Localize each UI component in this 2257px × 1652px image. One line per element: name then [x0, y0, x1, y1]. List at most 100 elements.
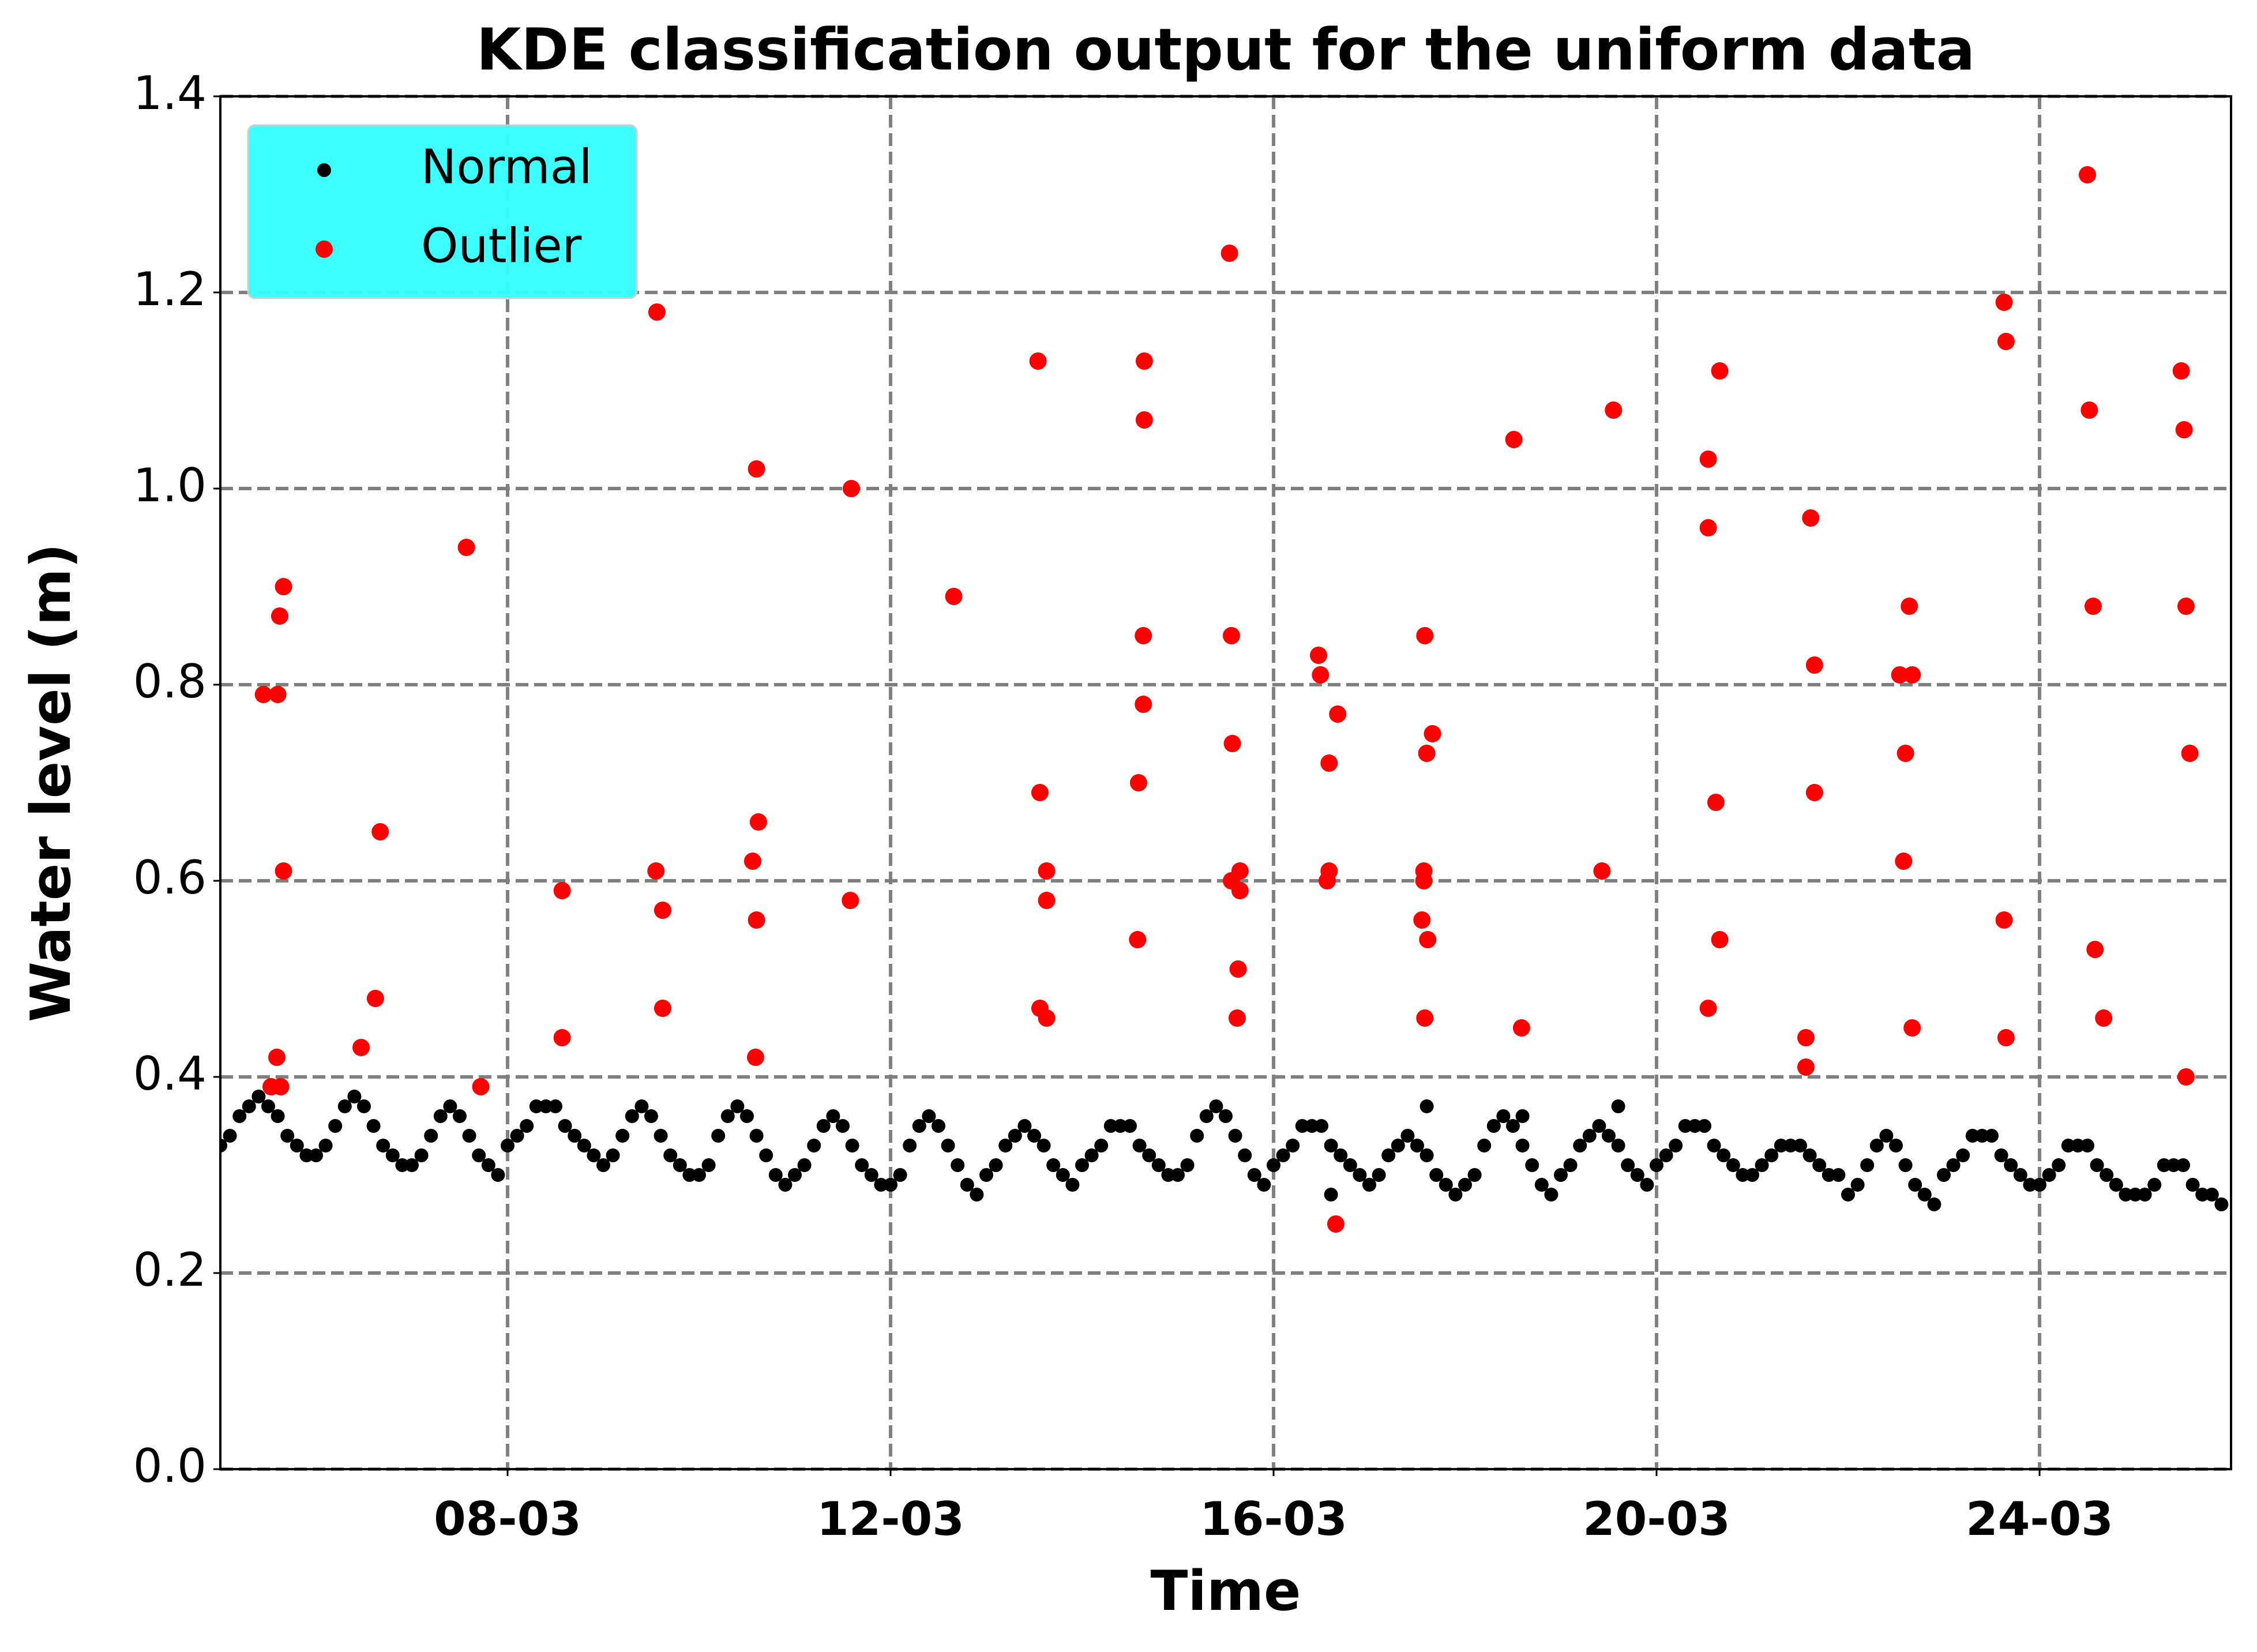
point [2042, 1168, 2056, 1182]
point [558, 1119, 572, 1133]
point [644, 1109, 658, 1123]
point [1711, 362, 1729, 380]
point [1305, 1119, 1319, 1133]
point [242, 1099, 256, 1113]
point [1927, 1197, 1941, 1211]
point [1755, 1158, 1769, 1172]
point [1295, 1119, 1309, 1133]
point [797, 1158, 812, 1172]
point [874, 1178, 888, 1192]
point [1129, 931, 1147, 948]
point [673, 1158, 687, 1172]
point [1717, 1148, 1731, 1162]
point [220, 1139, 227, 1152]
x-axis-label: Time [1151, 1560, 1301, 1623]
point [1640, 1178, 1654, 1192]
point [2095, 1009, 2113, 1027]
point [1889, 1139, 1903, 1152]
point [1257, 1178, 1271, 1192]
point [1745, 1168, 1759, 1182]
point [272, 1078, 290, 1095]
point [1113, 1119, 1128, 1133]
point [615, 1129, 630, 1143]
point [1850, 1178, 1865, 1192]
point [268, 1049, 286, 1066]
point [1416, 627, 1434, 644]
x-tick-label: 24-03 [1966, 1492, 2113, 1546]
point [1381, 1148, 1396, 1162]
chart-title: KDE classification output for the unifor… [476, 16, 1975, 83]
point [1802, 1148, 1817, 1162]
point [1901, 598, 1918, 615]
point [1908, 1178, 1922, 1192]
point [2176, 1158, 2190, 1172]
point [309, 1148, 323, 1162]
point [290, 1139, 304, 1152]
point [1525, 1158, 1539, 1172]
point [405, 1158, 419, 1172]
point [1879, 1129, 1894, 1143]
point [337, 1099, 352, 1113]
point [1726, 1158, 1740, 1172]
point [1630, 1168, 1644, 1182]
point [1329, 705, 1347, 723]
point [1699, 1000, 1717, 1017]
point [2157, 1158, 2171, 1172]
point [1135, 696, 1152, 713]
point [634, 1099, 649, 1113]
point [1439, 1178, 1453, 1192]
point [2195, 1188, 2210, 1202]
point [970, 1188, 984, 1202]
point [1419, 1148, 1434, 1162]
point [1027, 1129, 1041, 1143]
point [2166, 1158, 2181, 1172]
point [1334, 1148, 1348, 1162]
point [1038, 862, 1056, 880]
point [1678, 1119, 1692, 1133]
point [1135, 411, 1153, 429]
point [2013, 1168, 2027, 1182]
point [1699, 519, 1717, 536]
point [1135, 352, 1153, 370]
point [1805, 784, 1823, 801]
point [2138, 1188, 2152, 1202]
point [1151, 1158, 1166, 1172]
point [979, 1168, 993, 1182]
point [254, 686, 272, 703]
point [768, 1168, 783, 1182]
point [2061, 1139, 2075, 1152]
point [1831, 1168, 1846, 1182]
point [648, 303, 666, 321]
point [232, 1109, 247, 1123]
point [1238, 1148, 1252, 1162]
point [759, 1148, 773, 1162]
plot-frame [219, 95, 2232, 1470]
point [1223, 735, 1241, 752]
point [1419, 1099, 1434, 1113]
point [1419, 931, 1437, 948]
point [2147, 1178, 2162, 1192]
point [385, 1148, 400, 1162]
point [807, 1139, 821, 1152]
point [529, 1099, 543, 1113]
point [1222, 627, 1240, 644]
point [1312, 666, 1330, 684]
point [275, 862, 292, 880]
point [1822, 1168, 1836, 1182]
point [453, 1109, 467, 1123]
point [1372, 1168, 1386, 1182]
point [1310, 647, 1328, 664]
point [457, 539, 475, 556]
point [2033, 1178, 2046, 1192]
point [1353, 1168, 1367, 1182]
point [2086, 941, 2104, 958]
point [749, 813, 767, 831]
point [1621, 1158, 1635, 1172]
point [748, 460, 765, 478]
point [1190, 1129, 1204, 1143]
point [647, 862, 665, 880]
point [1611, 1139, 1625, 1152]
point [1496, 1109, 1511, 1123]
point [2172, 362, 2190, 380]
point [1008, 1129, 1022, 1143]
